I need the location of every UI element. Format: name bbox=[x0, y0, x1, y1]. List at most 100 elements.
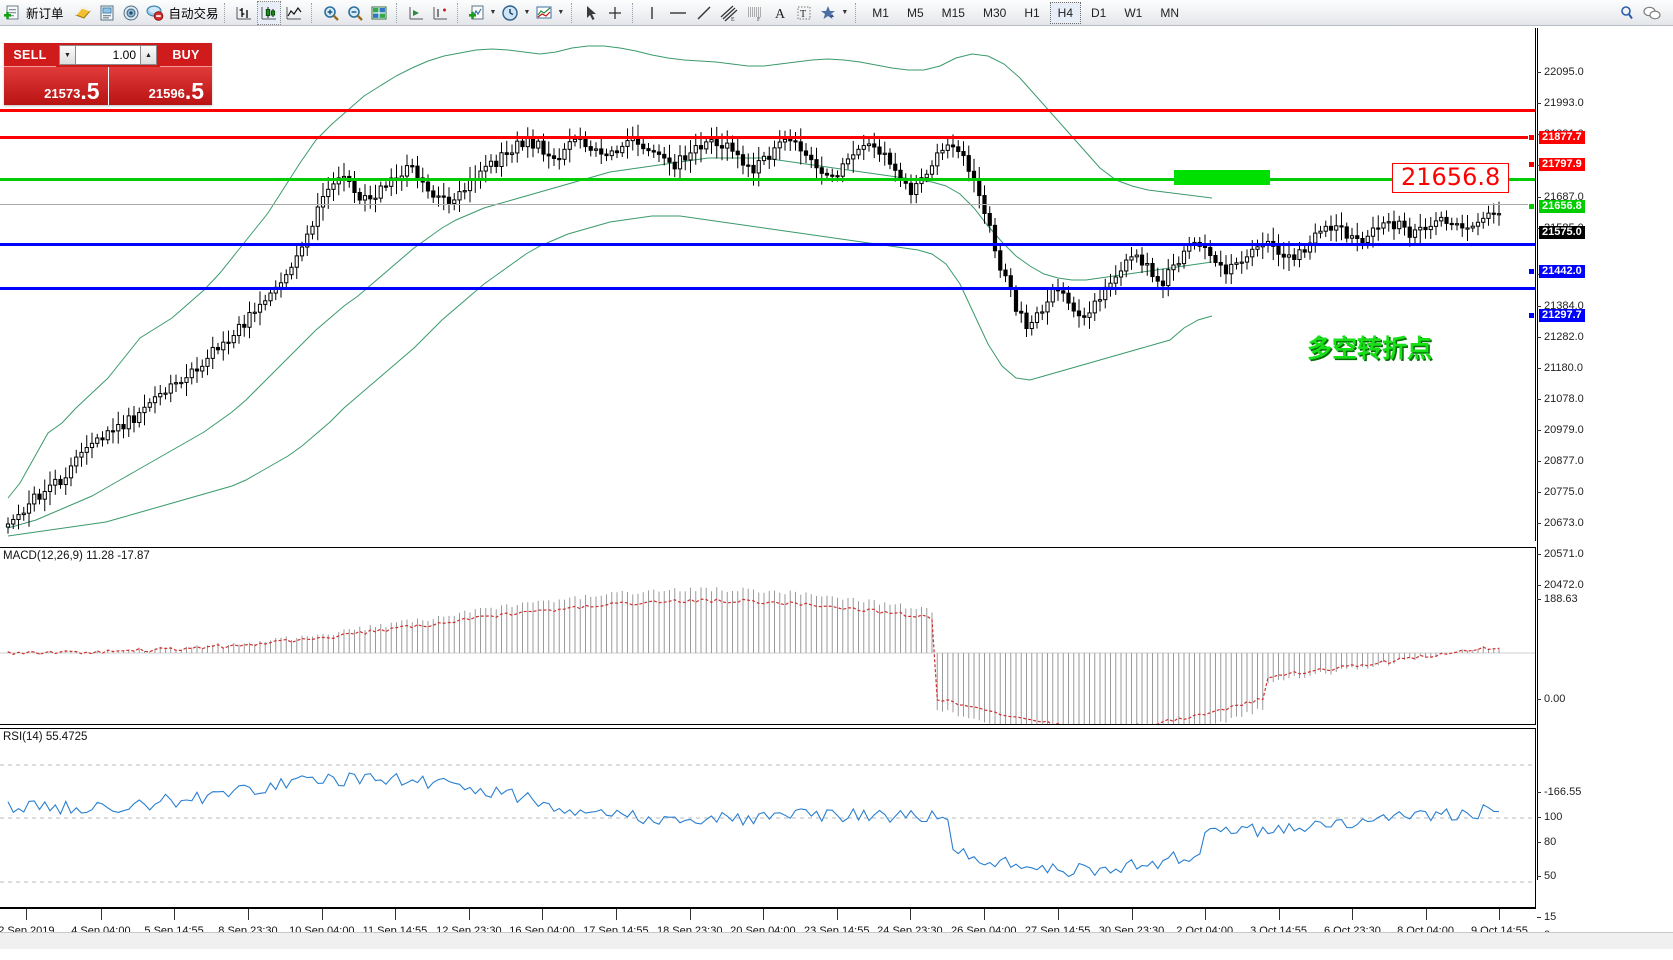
new-order-icon[interactable] bbox=[1, 1, 23, 25]
timeframe-w1[interactable]: W1 bbox=[1124, 5, 1143, 20]
level-line-resistance-2[interactable] bbox=[0, 109, 1535, 112]
candlestick-chart-icon[interactable] bbox=[256, 0, 281, 25]
main-toolbar: 新订单 自动交易 bbox=[0, 0, 1673, 26]
auto-trading-icon[interactable] bbox=[144, 1, 166, 25]
level-handle-resistance-1[interactable] bbox=[1528, 161, 1535, 168]
level-line-support-1[interactable] bbox=[0, 243, 1535, 246]
price-badge-last[interactable]: 21575.0 bbox=[1539, 226, 1585, 239]
rsi-plot[interactable]: RSI(14) 55.4725 bbox=[0, 728, 1536, 908]
time-tick bbox=[1352, 909, 1354, 920]
tile-windows-icon[interactable] bbox=[368, 1, 390, 25]
time-tick bbox=[1499, 909, 1501, 920]
sell-price-cell[interactable]: 21573 .5 bbox=[4, 67, 108, 105]
data-window-icon[interactable] bbox=[96, 1, 118, 25]
text-label-icon[interactable]: T bbox=[793, 1, 815, 25]
status-bar bbox=[0, 932, 1673, 949]
sell-button[interactable]: SELL bbox=[4, 43, 56, 67]
axis-tick: 15 bbox=[1537, 911, 1556, 923]
fibonacci-icon[interactable]: F bbox=[743, 1, 767, 25]
timeframe-m1[interactable]: M1 bbox=[872, 5, 889, 20]
price-axis[interactable]: 22095.021993.021891.021789.021687.021585… bbox=[1528, 28, 1673, 941]
chinese-annotation-text[interactable]: 多空转折点 bbox=[1307, 334, 1433, 363]
text-icon[interactable]: A bbox=[769, 1, 791, 25]
navigator-icon[interactable] bbox=[120, 1, 142, 25]
shapes-icon[interactable] bbox=[817, 1, 839, 25]
vertical-line-icon[interactable] bbox=[641, 1, 663, 25]
axis-tick: 21993.0 bbox=[1537, 97, 1584, 109]
timeframe-mn[interactable]: MN bbox=[1160, 5, 1180, 20]
axis-divider bbox=[1537, 28, 1538, 880]
level-handle-support-1[interactable] bbox=[1528, 268, 1535, 275]
zoom-in-icon[interactable] bbox=[320, 1, 342, 25]
axis-tick: 20877.0 bbox=[1537, 455, 1584, 467]
search-icon[interactable] bbox=[1616, 1, 1638, 25]
bollinger-middle bbox=[7, 157, 1213, 529]
indicators-icon[interactable] bbox=[466, 1, 488, 25]
time-tick bbox=[1131, 909, 1133, 920]
one-click-trading-panel[interactable]: SELL ▼ 1.00 ▲ BUY 21573 .5 21596 .5 bbox=[4, 43, 212, 105]
timeframe-d1[interactable]: D1 bbox=[1091, 5, 1107, 20]
crosshair-icon[interactable] bbox=[604, 1, 626, 25]
price-badge-pivot[interactable]: 21656.8 bbox=[1539, 200, 1585, 213]
timeframe-h4[interactable]: H4 bbox=[1049, 1, 1081, 24]
timeframe-m15[interactable]: M15 bbox=[941, 5, 965, 20]
buy-button[interactable]: BUY bbox=[160, 43, 212, 67]
axis-tick: 21180.0 bbox=[1537, 362, 1583, 374]
line-chart-icon[interactable] bbox=[283, 1, 305, 25]
price-tag-label[interactable]: 21656.8 bbox=[1392, 163, 1510, 194]
auto-trading-label[interactable]: 自动交易 bbox=[168, 7, 219, 21]
axis-tick: 20775.0 bbox=[1537, 486, 1584, 498]
chevron-down-icon[interactable]: ▼ bbox=[841, 9, 849, 16]
lot-size-input[interactable]: 1.00 bbox=[76, 45, 140, 65]
toolbar-separator bbox=[310, 2, 314, 23]
buy-price-cell[interactable]: 21596 .5 bbox=[108, 67, 212, 105]
chat-icon[interactable] bbox=[1640, 1, 1664, 25]
chevron-down-icon[interactable]: ▼ bbox=[557, 9, 565, 16]
bar-chart-icon[interactable] bbox=[233, 1, 255, 25]
lot-increase-button[interactable]: ▲ bbox=[140, 45, 157, 65]
bollinger-lower bbox=[7, 215, 1213, 537]
chevron-down-icon[interactable]: ▼ bbox=[489, 9, 497, 16]
timeframe-m5[interactable]: M5 bbox=[906, 5, 924, 20]
time-tick bbox=[689, 909, 691, 920]
price-badge-resistance-2[interactable]: 21877.7 bbox=[1539, 131, 1585, 144]
axis-tick: 0.00 bbox=[1537, 693, 1565, 705]
highlight-box[interactable] bbox=[1174, 170, 1270, 185]
time-tick bbox=[247, 909, 249, 920]
zoom-out-icon[interactable] bbox=[344, 1, 366, 25]
axis-tick: 20472.0 bbox=[1537, 579, 1584, 591]
level-line-support-2[interactable] bbox=[0, 287, 1535, 290]
time-tick bbox=[468, 909, 470, 920]
expert-advisor-icon[interactable] bbox=[72, 1, 94, 25]
level-handle-support-2[interactable] bbox=[1528, 312, 1535, 319]
templates-icon[interactable] bbox=[533, 1, 555, 25]
price-badge-resistance-1[interactable]: 21797.9 bbox=[1539, 158, 1585, 171]
trendline-icon[interactable] bbox=[693, 1, 715, 25]
timeframe-h1[interactable]: H1 bbox=[1024, 5, 1040, 20]
toolbar-separator bbox=[395, 2, 399, 23]
time-tick bbox=[100, 909, 102, 920]
time-tick bbox=[1278, 909, 1280, 920]
cursor-icon[interactable] bbox=[580, 1, 602, 25]
chevron-down-icon[interactable]: ▼ bbox=[523, 9, 531, 16]
price-badge-support-2[interactable]: 21297.7 bbox=[1539, 309, 1585, 322]
level-line-resistance-1[interactable] bbox=[0, 136, 1535, 139]
price-plot[interactable]: 21656.8 多空转折点 bbox=[0, 28, 1536, 541]
horizontal-line-icon[interactable] bbox=[665, 1, 691, 25]
lot-size-stepper[interactable]: ▼ 1.00 ▲ bbox=[56, 43, 160, 67]
lot-decrease-button[interactable]: ▼ bbox=[59, 45, 76, 65]
period-clock-icon[interactable] bbox=[499, 1, 521, 25]
auto-scroll-icon[interactable] bbox=[429, 1, 451, 25]
toolbar-separator bbox=[223, 2, 227, 23]
chart-area[interactable]: 21656.8 多空转折点 MACD(12,26,9) 11.28 -17.87… bbox=[0, 28, 1673, 960]
level-handle-pivot[interactable] bbox=[1528, 203, 1535, 210]
level-handle-resistance-2[interactable] bbox=[1528, 134, 1535, 141]
equidistant-channel-icon[interactable]: E bbox=[717, 1, 741, 25]
timeframe-m30[interactable]: M30 bbox=[982, 5, 1007, 20]
level-line-pivot[interactable] bbox=[0, 178, 1535, 181]
chart-shift-icon[interactable] bbox=[405, 1, 427, 25]
axis-tick: 22095.0 bbox=[1537, 66, 1584, 78]
macd-plot[interactable]: MACD(12,26,9) 11.28 -17.87 bbox=[0, 547, 1536, 725]
new-order-label[interactable]: 新订单 bbox=[26, 7, 64, 21]
price-badge-support-1[interactable]: 21442.0 bbox=[1539, 265, 1585, 278]
